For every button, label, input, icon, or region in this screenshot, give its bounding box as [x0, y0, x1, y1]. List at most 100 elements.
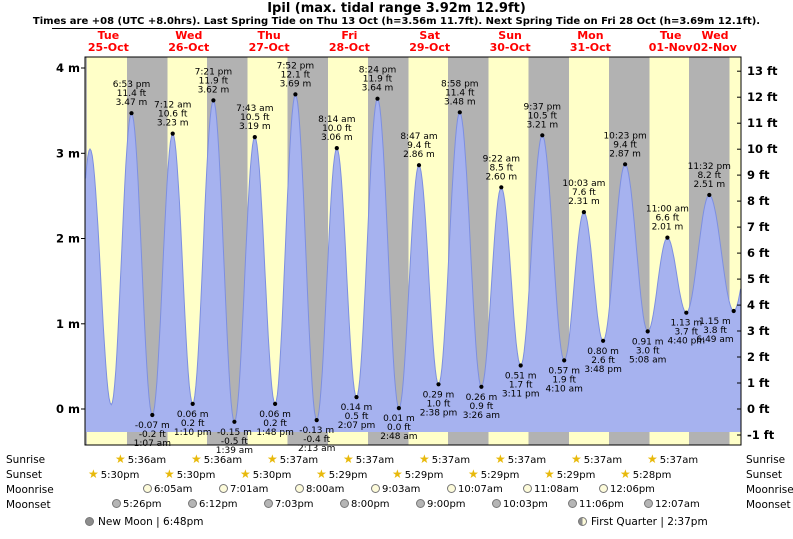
sunrise-star-icon: ★ [419, 452, 430, 466]
moonrise-icon [371, 484, 380, 493]
tide-annotation-line: 5:08 am [629, 355, 666, 365]
tide-extreme-dot [601, 338, 606, 343]
tide-annotation-line: 1.0 ft [427, 399, 451, 409]
tide-annotation-line: 10:23 pm [603, 131, 646, 141]
tide-extreme-dot [273, 401, 278, 406]
tide-annotation-line: 0.06 m [177, 410, 209, 420]
tide-annotation-line: 0.5 ft [345, 412, 369, 422]
sunrise-time: 5:37am [583, 455, 623, 466]
moonset-time: 5:26pm [123, 499, 162, 510]
y-axis-label-ft: 13 ft [747, 64, 778, 78]
day-name-label: Sat [419, 29, 440, 42]
day-date-label: 31-Oct [570, 41, 611, 54]
tide-annotation-line: 3.62 m [198, 85, 230, 95]
tide-annotation-line: 9.4 ft [613, 140, 637, 150]
tide-extreme-dot [479, 384, 484, 389]
tide-extreme-dot [252, 135, 257, 140]
tide-annotation-line: 3:48 pm [584, 365, 622, 375]
tide-annotation-line: 3:26 am [463, 411, 500, 421]
tide-annotation-line: 3.19 m [239, 122, 271, 132]
sunrise-star-icon: ★ [191, 452, 202, 466]
sunrise-time: 5:36am [203, 455, 243, 466]
tide-annotation-line: 2.86 m [403, 150, 435, 160]
sunrise-time: 5:36am [127, 455, 167, 466]
tide-extreme-dot [334, 146, 339, 151]
tide-annotation-line: 0.2 ft [263, 419, 287, 429]
header-divider [52, 28, 741, 29]
moonset-icon [416, 499, 425, 508]
sunset-star-icon: ★ [88, 467, 99, 481]
day-name-label: Tue [660, 29, 682, 42]
sunrise-entry: ★ 5:37am [495, 452, 546, 467]
tide-extreme-dot [581, 210, 587, 215]
sunset-entry: ★ 5:29pm [316, 467, 367, 482]
sunset-time: 5:28pm [632, 470, 672, 481]
tide-annotation-line: -0.2 ft [139, 430, 166, 440]
sunset-star-icon: ★ [392, 467, 403, 481]
day-date-label: 27-Oct [249, 41, 290, 54]
astro-row-label-right-sunset: Sunset [746, 469, 783, 481]
tide-annotation-line: 11:32 pm [688, 162, 731, 172]
sunrise-time: 5:37am [355, 455, 395, 466]
day-date-label: 28-Oct [329, 41, 370, 54]
day-date-label: 26-Oct [168, 41, 209, 54]
sunrise-entry: ★ 5:37am [647, 453, 698, 467]
moonset-entry: 6:12pm [188, 499, 238, 511]
y-axis-label-ft: 10 ft [747, 142, 778, 156]
tide-annotation-line: 1:10 pm [174, 428, 212, 438]
tide-extreme-dot [170, 131, 175, 136]
sunset-entry: ★ 5:29pm [544, 468, 595, 482]
spring-tide-subtitle: Times are +08 (UTC +8.0hrs). Last Spring… [32, 16, 761, 27]
astro-row-label-right-moonset: Moonset [746, 499, 791, 511]
tide-annotation-line: 1.15 m [699, 317, 731, 327]
tide-annotation-line: 1:48 pm [256, 428, 294, 438]
tide-annotation-line: 8.5 ft [489, 163, 513, 173]
new-moon-icon [85, 517, 94, 526]
moonrise-entry: 10:07am [447, 484, 503, 496]
moon-phase-first-quarter: First Quarter | 2:37pm [578, 516, 708, 529]
tide-annotation-line: -0.4 ft [303, 435, 330, 445]
moonset-time: 11:06pm [579, 499, 624, 510]
tide-annotation-line: 1.13 m [670, 319, 702, 329]
tide-annotation-line: 7:12 am [154, 101, 191, 111]
sunrise-entry: ★ 5:37am [571, 452, 623, 467]
sunrise-entry: ★ 5:36am [115, 453, 167, 467]
day-date-label: 29-Oct [409, 41, 450, 54]
day-name-label: Wed [175, 29, 202, 42]
tide-annotation-line: 1:07 am [134, 439, 171, 449]
tide-annotation-line: 3:11 pm [502, 390, 540, 400]
moonrise-time: 12:06pm [610, 484, 655, 495]
tide-annotation-line: 0.01 m [383, 414, 415, 424]
sunset-time: 5:30pm [100, 470, 140, 481]
moonrise-entry: 7:01am [219, 484, 268, 496]
moonrise-time: 11:08am [534, 484, 579, 495]
moonset-time: 10:03pm [503, 499, 548, 510]
tide-extreme-dot [623, 162, 628, 167]
tide-annotation-line: 9:37 pm [524, 102, 562, 112]
sunset-star-icon: ★ [316, 467, 327, 481]
moonrise-icon [143, 484, 152, 493]
tide-extreme-dot [211, 98, 216, 103]
moonset-icon [340, 499, 349, 508]
moonset-entry: 10:03pm [492, 499, 548, 511]
tide-annotation-line: 0.57 m [548, 366, 580, 376]
tide-annotation-line: 0.14 m [341, 403, 373, 413]
tide-annotation-line: 6:53 pm [113, 80, 151, 90]
tide-annotation-line: 3.7 ft [674, 328, 698, 338]
y-axis-label-ft: 5 ft [747, 272, 770, 286]
sunset-star-icon: ★ [164, 467, 175, 481]
moonrise-entry: 11:08am [523, 484, 579, 496]
tide-annotation-line: 0.2 ft [181, 419, 205, 429]
tide-annotation-line: 8:47 am [400, 132, 437, 142]
tide-extreme-dot [314, 418, 319, 423]
sunset-time: 5:29pm [404, 470, 444, 481]
tide-annotation-line: 1.9 ft [552, 375, 576, 385]
sunrise-star-icon: ★ [571, 452, 582, 466]
sunrise-star-icon: ★ [495, 452, 506, 466]
tide-annotation-line: 3.64 m [362, 84, 394, 94]
tide-annotation-line: 3.8 ft [703, 326, 727, 336]
tide-extreme-dot [354, 395, 359, 400]
day-name-label: Fri [341, 29, 357, 42]
y-axis-label-ft: 11 ft [747, 116, 778, 130]
tide-annotation-line: 10.5 ft [240, 113, 270, 123]
